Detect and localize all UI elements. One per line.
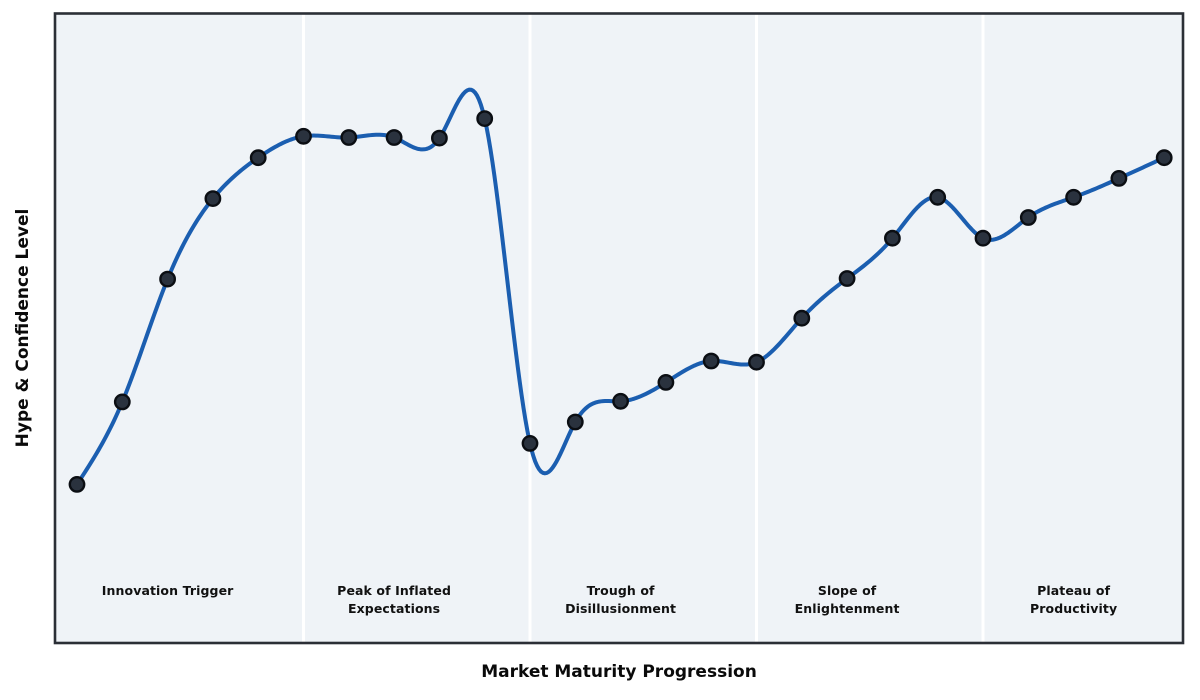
data-point: [113, 393, 131, 411]
data-point: [340, 129, 358, 146]
data-point: [657, 373, 675, 391]
data-point: [385, 129, 403, 146]
data-point: [974, 229, 992, 247]
data-point: [249, 149, 267, 167]
data-point: [430, 129, 448, 147]
phase-label: Trough of Disillusionment: [565, 583, 677, 616]
data-point: [1110, 169, 1128, 187]
data-point: [884, 229, 901, 247]
data-point: [929, 188, 947, 206]
data-point: [838, 270, 856, 287]
data-point: [159, 270, 177, 288]
y-axis-label: Hype & Confidence Level: [13, 208, 33, 448]
data-point: [295, 127, 312, 145]
phase-label: Innovation Trigger: [101, 583, 234, 598]
data-point: [204, 190, 222, 208]
phase-label: Slope of Enlightenment: [794, 583, 900, 616]
data-point: [521, 434, 539, 452]
phase-label: Peak of Inflated Expectations: [337, 583, 452, 616]
data-point: [793, 309, 811, 327]
data-point: [748, 353, 765, 371]
plot-area: [55, 13, 1183, 643]
x-axis-label: Market Maturity Progression: [481, 662, 757, 682]
data-point: [702, 352, 720, 370]
data-point: [68, 475, 86, 493]
data-point: [1065, 188, 1083, 206]
data-point: [612, 392, 629, 410]
data-point: [1019, 209, 1037, 226]
phase-label: Plateau of Productivity: [1030, 583, 1118, 616]
data-point: [1155, 149, 1173, 167]
data-point: [566, 413, 584, 431]
plot-frame: [53, 12, 1185, 645]
data-point: [476, 110, 494, 128]
